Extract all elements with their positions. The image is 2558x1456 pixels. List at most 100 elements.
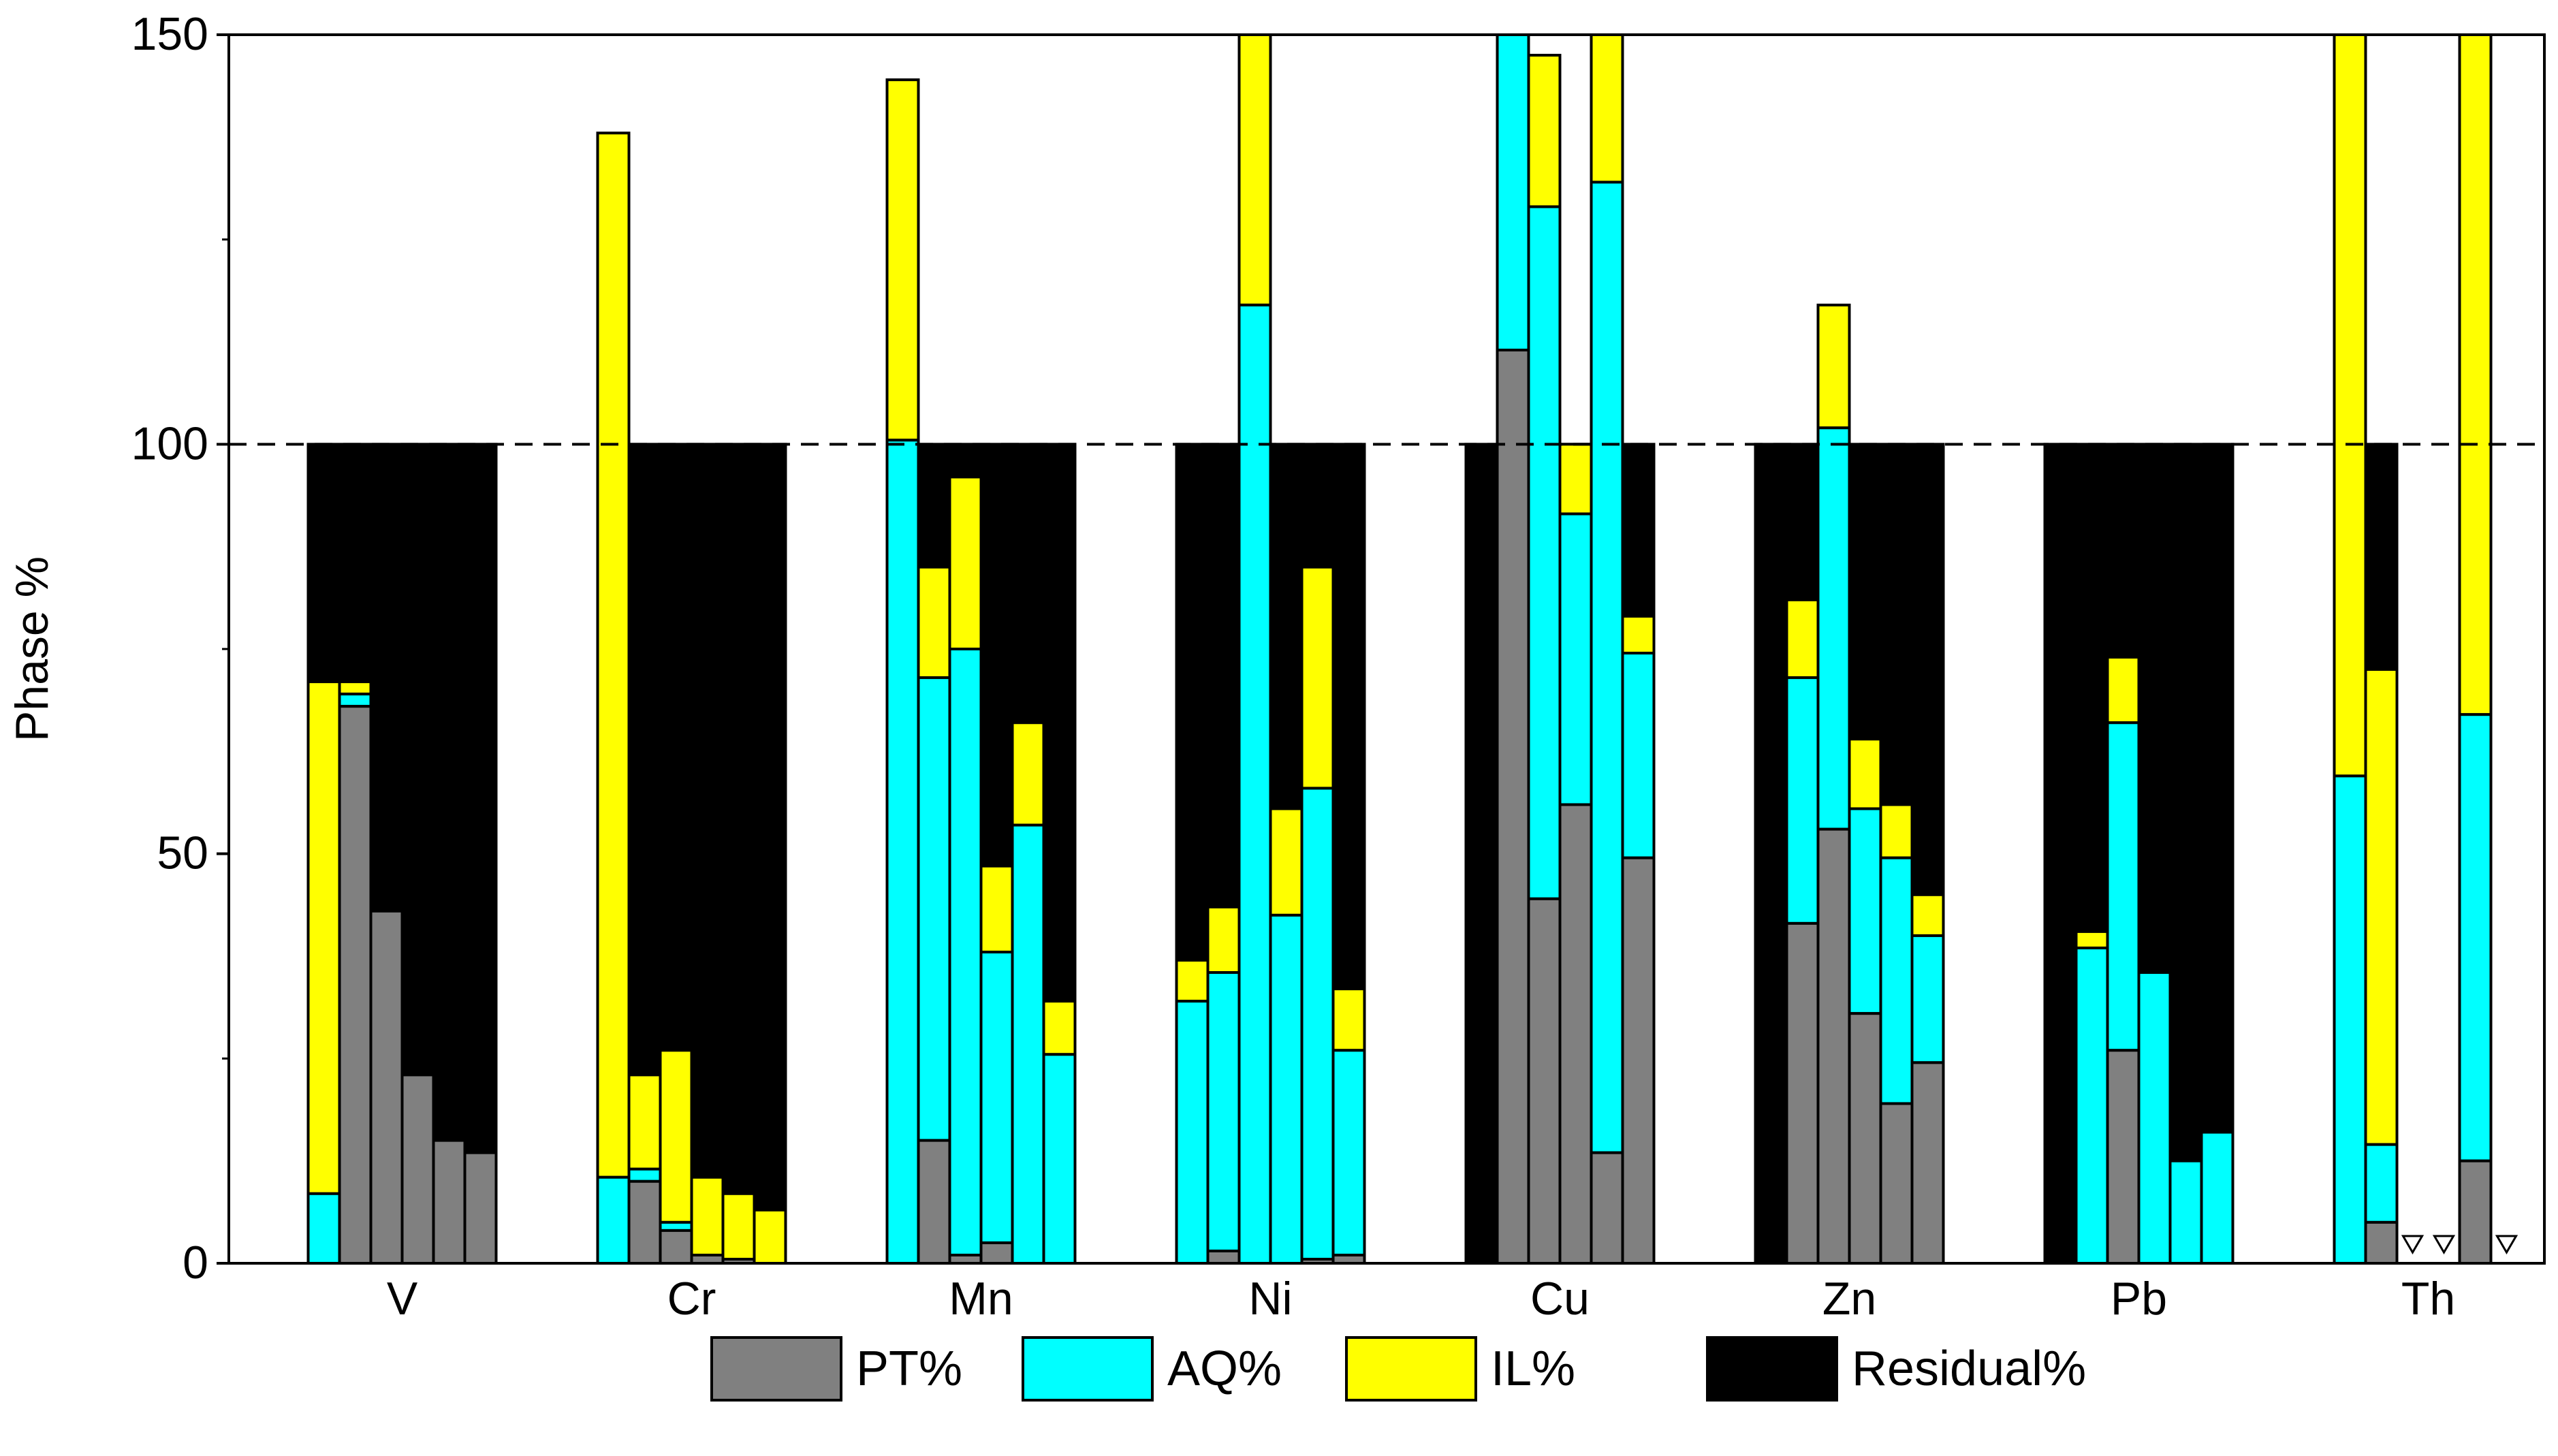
bar-aq-zn-0 bbox=[1785, 676, 1820, 925]
bar-pt-cr-1 bbox=[627, 1180, 662, 1265]
bar-pt-mn-1 bbox=[917, 1139, 951, 1265]
bar-il-ni-3 bbox=[1269, 807, 1304, 917]
bar-pt-zn-4 bbox=[1910, 1061, 1945, 1265]
bar-aq-mn-3 bbox=[979, 950, 1014, 1244]
legend-label-residual: Residual% bbox=[1852, 1342, 2086, 1396]
bar-aq-th-4 bbox=[2458, 713, 2493, 1162]
bar-pt-zn-0 bbox=[1785, 921, 1820, 1265]
bar-il-ni-1 bbox=[1206, 905, 1241, 975]
below-detection-marker-th-3 bbox=[2432, 1235, 2456, 1254]
bar-pt-th-1 bbox=[2364, 1220, 2399, 1265]
bar-aq-ni-3 bbox=[1269, 913, 1304, 1265]
bar-il-cr-1 bbox=[627, 1073, 662, 1171]
bar-il-zn-4 bbox=[1910, 893, 1945, 937]
bar-il-mn-4 bbox=[1011, 721, 1045, 827]
bar-pt-zn-3 bbox=[1879, 1102, 1914, 1265]
legend-swatch-pt bbox=[710, 1336, 842, 1402]
bar-aq-mn-2 bbox=[948, 648, 983, 1256]
bar-aq-zn-1 bbox=[1816, 426, 1851, 831]
bar-aq-mn-1 bbox=[917, 676, 951, 1142]
bar-il-cr-3 bbox=[690, 1175, 725, 1256]
below-detection-marker-th-5 bbox=[2495, 1235, 2518, 1254]
bar-pt-cu-4 bbox=[1621, 856, 1656, 1265]
bar-aq-cr-0 bbox=[596, 1175, 631, 1265]
bar-pt-zn-1 bbox=[1816, 827, 1851, 1265]
bar-il-cu-2 bbox=[1558, 443, 1593, 516]
bar-aq-cu-4 bbox=[1621, 652, 1656, 859]
y-tick-label-0: 0 bbox=[183, 1237, 208, 1288]
bar-pt-cu-3 bbox=[1590, 1151, 1624, 1265]
bar-aq-cu-3 bbox=[1590, 180, 1624, 1154]
bar-il-mn-3 bbox=[979, 864, 1014, 953]
bar-aq-cr-1 bbox=[627, 1167, 662, 1183]
legend-swatch-residual bbox=[1706, 1336, 1838, 1402]
bar-il-zn-3 bbox=[1879, 803, 1914, 859]
bar-il-ni-0 bbox=[1175, 959, 1210, 1003]
bar-pt-v-4 bbox=[432, 1139, 467, 1265]
bar-aq-v-1 bbox=[338, 693, 373, 708]
bar-aq-mn-5 bbox=[1042, 1053, 1077, 1265]
bar-il-mn-2 bbox=[948, 475, 983, 650]
bar-il-cr-4 bbox=[721, 1192, 756, 1261]
bar-pt-v-3 bbox=[400, 1073, 435, 1265]
bar-il-cu-4 bbox=[1621, 614, 1656, 655]
bar-il-zn-2 bbox=[1848, 738, 1882, 810]
x-tick-label-pb: Pb bbox=[2111, 1273, 2167, 1325]
bar-il-v-1 bbox=[338, 680, 373, 696]
bar-il-th-0 bbox=[2333, 33, 2367, 778]
bar-il-ni-2 bbox=[1237, 33, 1272, 306]
bar-pt-v-1 bbox=[338, 705, 373, 1265]
x-tick-label-cu: Cu bbox=[1530, 1273, 1590, 1325]
bar-pt-mn-3 bbox=[979, 1241, 1014, 1265]
legend-layer: PT% AQ% IL% Residual% bbox=[710, 1336, 2086, 1402]
bar-aq-mn-0 bbox=[885, 439, 920, 1265]
bar-aq-pb-0 bbox=[2074, 946, 2109, 1265]
bar-pt-zn-2 bbox=[1848, 1012, 1882, 1265]
bar-aq-ni-1 bbox=[1206, 971, 1241, 1252]
bar-aq-pb-1 bbox=[2106, 721, 2141, 1052]
x-tick-label-ni: Ni bbox=[1248, 1273, 1292, 1325]
bar-aq-ni-5 bbox=[1331, 1049, 1366, 1256]
bar-aq-pb-2 bbox=[2137, 971, 2172, 1265]
bar-il-cr-2 bbox=[659, 1049, 693, 1224]
legend-label-il: IL% bbox=[1491, 1342, 1575, 1396]
x-tick-label-th: Th bbox=[2401, 1273, 2455, 1325]
y-tick-label-100: 100 bbox=[131, 417, 208, 469]
bar-aq-pb-4 bbox=[2200, 1130, 2235, 1265]
bar-aq-th-1 bbox=[2364, 1143, 2399, 1224]
marker-layer bbox=[2401, 1235, 2518, 1254]
bar-il-zn-1 bbox=[1816, 303, 1851, 430]
bar-aq-zn-3 bbox=[1879, 856, 1914, 1105]
bar-il-ni-5 bbox=[1331, 987, 1366, 1052]
bar-aq-mn-4 bbox=[1011, 823, 1045, 1265]
bar-aq-cu-0 bbox=[1496, 33, 1530, 352]
bar-il-cr-0 bbox=[596, 131, 631, 1179]
legend-label-pt: PT% bbox=[856, 1342, 962, 1396]
bar-aq-ni-2 bbox=[1237, 303, 1272, 1265]
y-tick-label-50: 50 bbox=[157, 827, 208, 879]
bar-il-mn-0 bbox=[885, 78, 920, 442]
y-tick-label-150: 150 bbox=[131, 8, 208, 60]
bar-aq-v-0 bbox=[306, 1192, 341, 1265]
x-tick-label-v: V bbox=[387, 1273, 418, 1325]
bar-il-mn-1 bbox=[917, 565, 951, 680]
y-axis-title: Phase % bbox=[6, 556, 58, 742]
bar-aq-zn-4 bbox=[1910, 934, 1945, 1064]
axes-layer: V Cr Mn Ni Cu Zn Pb Th 0 50 100 150 Phase % bbox=[6, 8, 2546, 1325]
bar-aq-pb-3 bbox=[2168, 1159, 2203, 1265]
x-tick-label-cr: Cr bbox=[667, 1273, 716, 1325]
bar-aq-cu-1 bbox=[1527, 205, 1562, 900]
bar-il-th-1 bbox=[2364, 668, 2399, 1146]
bar-pt-cu-2 bbox=[1558, 803, 1593, 1265]
bar-aq-th-0 bbox=[2333, 774, 2367, 1265]
bar-il-mn-5 bbox=[1042, 1000, 1077, 1056]
bar-aq-ni-0 bbox=[1175, 1000, 1210, 1265]
legend-swatch-il bbox=[1345, 1336, 1477, 1402]
bar-pt-pb-1 bbox=[2106, 1049, 2141, 1265]
bar-aq-ni-4 bbox=[1300, 787, 1335, 1261]
bar-pt-cu-0 bbox=[1496, 349, 1530, 1265]
legend-swatch-aq bbox=[1022, 1336, 1154, 1402]
bars-layer bbox=[306, 33, 2493, 1265]
bar-pt-ni-1 bbox=[1206, 1249, 1241, 1265]
bar-il-pb-0 bbox=[2074, 930, 2109, 949]
